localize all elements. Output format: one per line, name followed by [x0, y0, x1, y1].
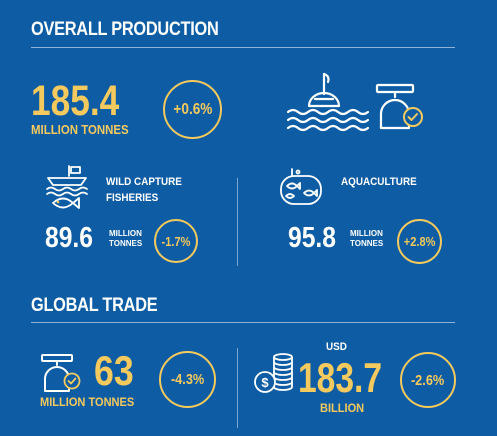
wild-capture-value: 89.6	[45, 222, 93, 254]
coins-dollar-icon: $	[253, 352, 297, 396]
aquaculture-value: 95.8	[288, 222, 336, 254]
wild-capture-label-line2: FISHERIES	[106, 192, 159, 204]
scale-check-icon-small	[40, 353, 88, 395]
trade-value-change-text: -2.6%	[411, 371, 445, 389]
aquaculture-unit-line2: TONNES	[350, 239, 384, 248]
svg-text:$: $	[261, 375, 269, 390]
fish-tank-icon	[278, 168, 324, 208]
aquaculture-change-badge: +2.8%	[397, 219, 442, 264]
overall-production-unit: MILLION TONNES	[31, 122, 129, 137]
aquaculture-unit-line1: MILLION	[350, 229, 383, 238]
overall-change-text: +0.6%	[173, 100, 212, 118]
wild-capture-unit-line1: MILLION	[109, 229, 142, 238]
scale-check-icon	[375, 82, 431, 134]
aquaculture-change-text: +2.8%	[403, 234, 436, 249]
trade-volume-unit: MILLION TONNES	[40, 395, 135, 409]
wild-capture-label-line1: WILD CAPTURE	[106, 176, 182, 188]
trade-vertical-divider	[237, 348, 238, 428]
trade-value-unit: BILLION	[320, 401, 365, 415]
global-trade-title: GLOBAL TRADE	[31, 295, 158, 316]
overall-divider	[31, 47, 455, 48]
wild-capture-change-text: -1.7%	[161, 233, 191, 249]
fishing-buoy-icon	[286, 72, 370, 132]
wild-capture-change-badge: -1.7%	[154, 219, 198, 263]
overall-production-value: 185.4	[31, 77, 120, 125]
production-vertical-divider	[237, 178, 238, 266]
trade-volume-change-badge: -4.3%	[159, 351, 216, 408]
trade-divider	[31, 322, 455, 323]
overall-change-badge: +0.6%	[163, 80, 222, 139]
trade-value-currency: USD	[326, 341, 347, 353]
wild-capture-unit-line2: TONNES	[109, 239, 143, 248]
overall-production-title: OVERALL PRODUCTION	[31, 19, 219, 40]
trade-value-value: 183.7	[298, 354, 383, 401]
aquaculture-label: AQUACULTURE	[341, 176, 417, 188]
fishing-boat-icon	[45, 164, 91, 212]
trade-value-change-badge: -2.6%	[400, 352, 456, 408]
trade-volume-change-text: -4.3%	[170, 371, 205, 388]
trade-volume-value: 63	[94, 347, 134, 394]
